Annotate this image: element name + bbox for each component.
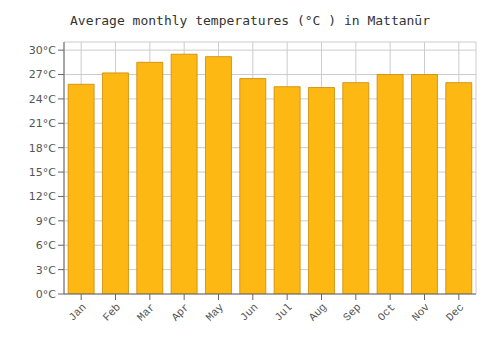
html-text:Average monthly temperatures (: Average monthly temperatures (°C ) in Ma… — [70, 13, 430, 28]
svg-text:Apr: Apr — [169, 301, 191, 323]
svg-text:Feb: Feb — [101, 301, 123, 323]
svg-text:Sep: Sep — [341, 301, 363, 323]
svg-text:18°C: 18°C — [29, 142, 56, 155]
svg-text:0°C: 0°C — [36, 288, 56, 301]
svg-text:Dec: Dec — [444, 301, 466, 323]
svg-text:30°C: 30°C — [29, 44, 56, 57]
svg-text:Mar: Mar — [135, 301, 157, 323]
svg-text:3°C: 3°C — [36, 264, 56, 277]
svg-text:Oct: Oct — [375, 301, 397, 323]
svg-text:24°C: 24°C — [29, 93, 56, 106]
svg-text:12°C: 12°C — [29, 190, 56, 203]
svg-text:Jan: Jan — [66, 301, 88, 323]
svg-text:Jun: Jun — [238, 301, 260, 323]
svg-text:6°C: 6°C — [36, 239, 56, 252]
svg-text:15°C: 15°C — [29, 166, 56, 179]
svg-text:21°C: 21°C — [29, 117, 56, 130]
svg-text:27°C: 27°C — [29, 68, 56, 81]
svg-text:9°C: 9°C — [36, 215, 56, 228]
svg-text:Aug: Aug — [307, 301, 329, 323]
svg-text:May: May — [204, 301, 227, 324]
svg-text:Jul: Jul — [272, 301, 294, 323]
svg-text:Nov: Nov — [410, 301, 433, 324]
